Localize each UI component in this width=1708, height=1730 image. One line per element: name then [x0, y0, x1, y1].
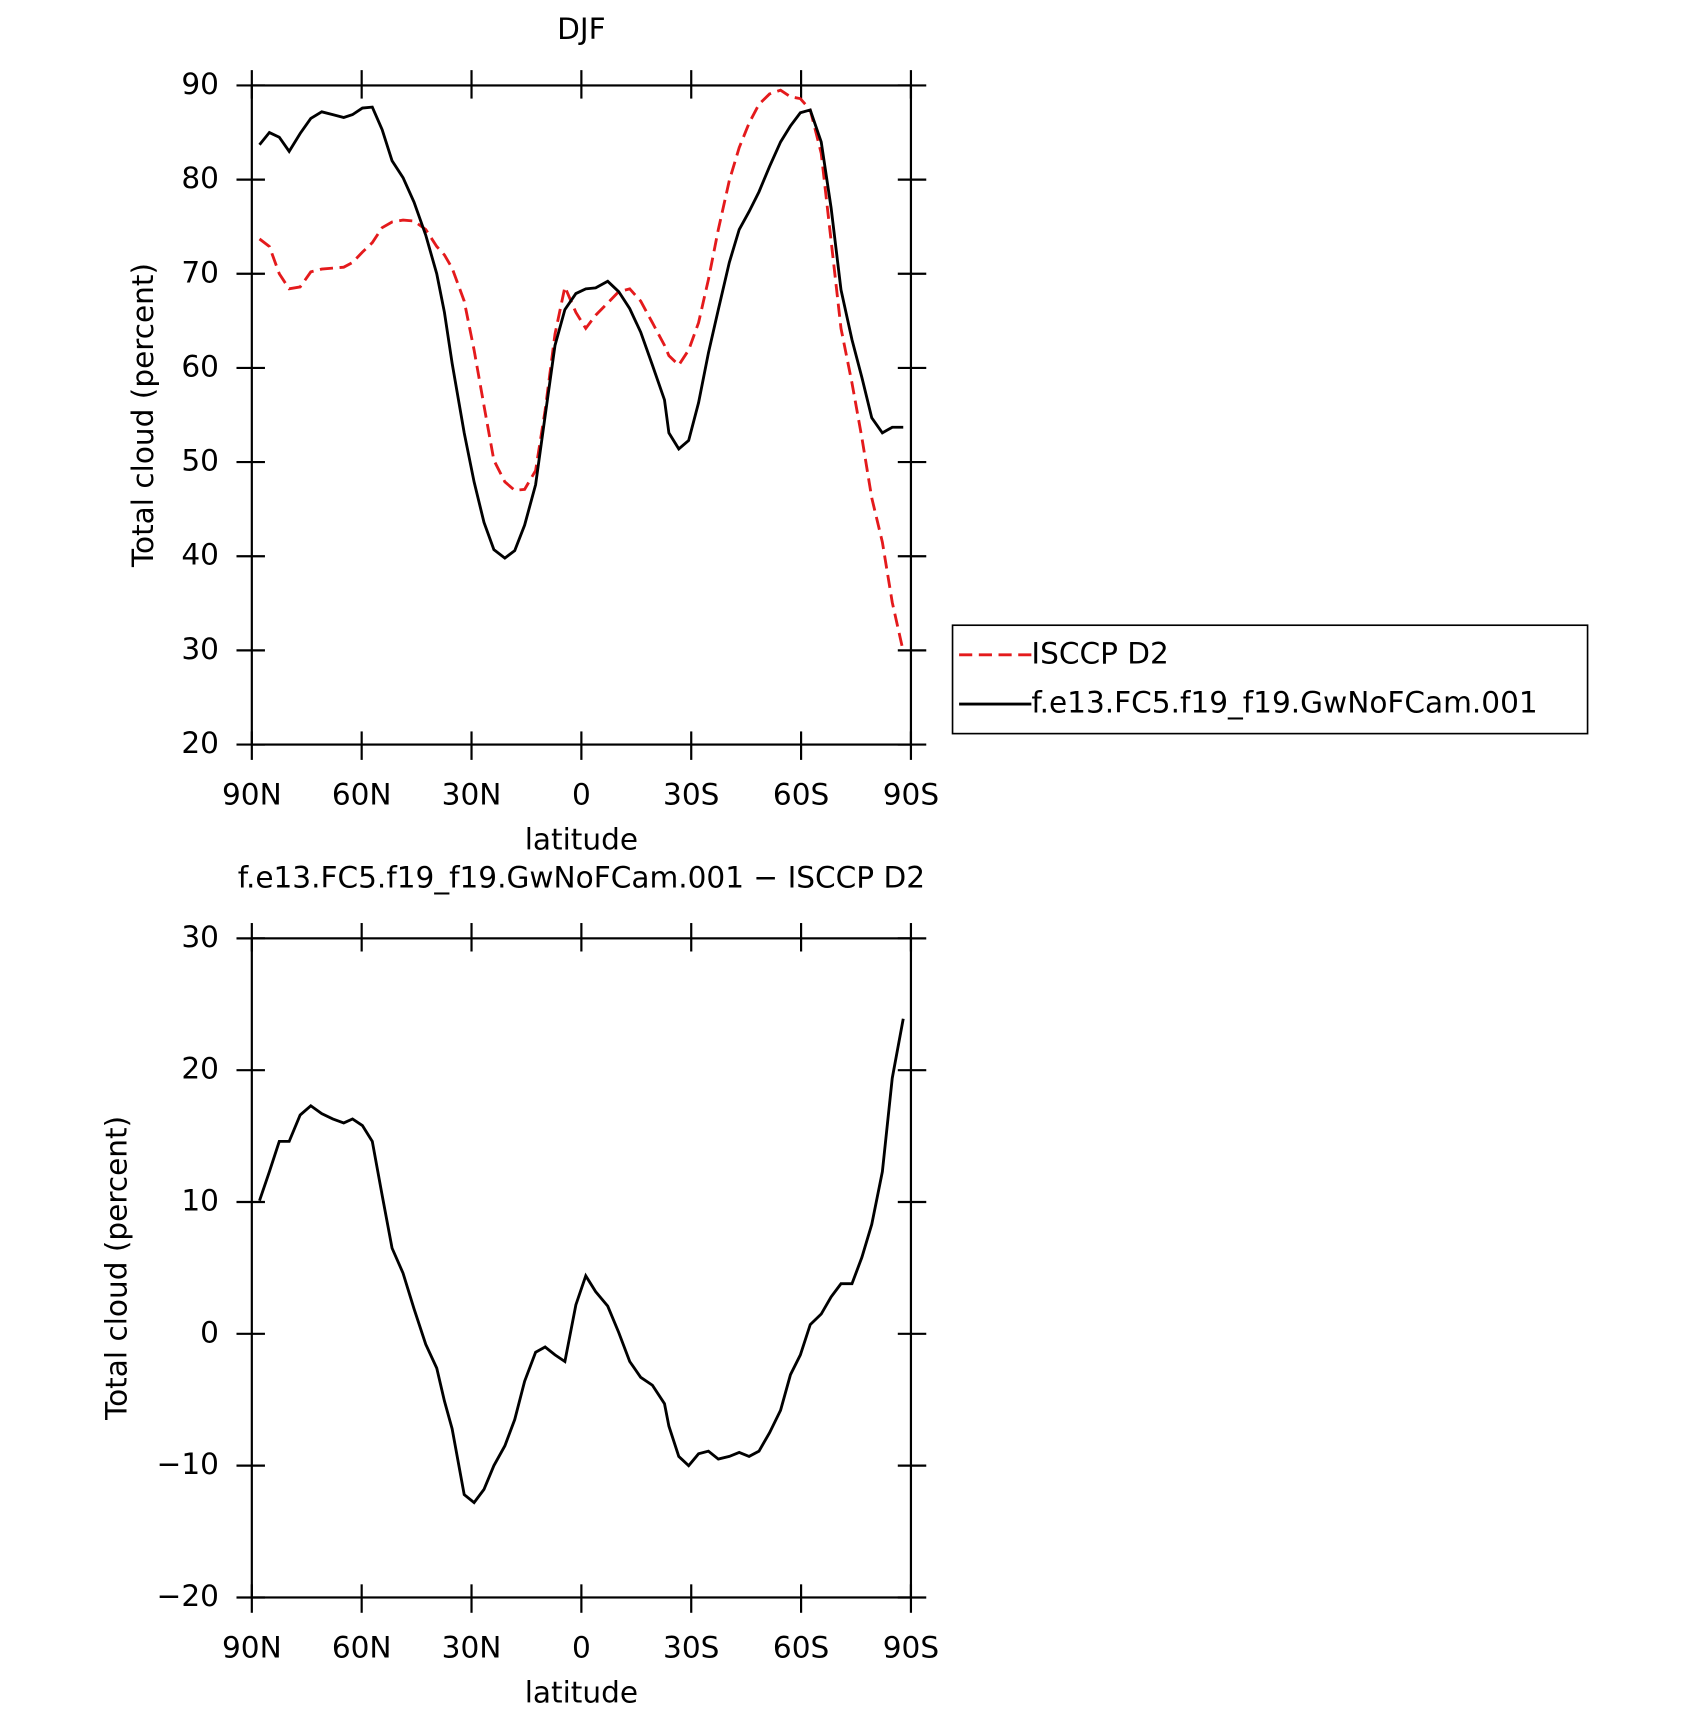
x-tick-label: 60N — [332, 778, 392, 812]
legend-label: f.e13.FC5.f19_f19.GwNoFCam.001 — [1031, 686, 1537, 720]
x-tick-label: 60S — [773, 1630, 829, 1664]
y-axis-label: Total cloud (percent) — [126, 263, 160, 568]
y-tick-label: 20 — [181, 1052, 219, 1086]
x-tick-label: 30S — [663, 778, 719, 812]
y-tick-label: 30 — [181, 632, 219, 666]
x-tick-label: 30N — [442, 778, 502, 812]
y-tick-label: 60 — [181, 349, 219, 383]
y-tick-label: 40 — [181, 538, 219, 572]
data-line — [258, 88, 905, 652]
legend-label: ISCCP D2 — [1031, 636, 1169, 670]
x-tick-label: 30S — [663, 1630, 719, 1664]
y-tick-label: −20 — [157, 1579, 219, 1613]
x-tick-label: 90N — [222, 1630, 282, 1664]
y-tick-label: 80 — [181, 161, 219, 195]
y-tick-label: 0 — [200, 1315, 219, 1349]
x-axis-label: latitude — [525, 822, 638, 856]
data-line — [258, 1018, 905, 1505]
y-tick-label: 70 — [181, 255, 219, 289]
y-tick-label: 50 — [181, 444, 219, 478]
x-tick-label: 90S — [883, 1630, 939, 1664]
y-axis-label: Total cloud (percent) — [100, 1116, 134, 1421]
y-tick-label: 90 — [181, 67, 219, 101]
x-tick-label: 0 — [572, 778, 591, 812]
data-line — [258, 105, 904, 560]
y-tick-label: −10 — [157, 1447, 219, 1481]
x-tick-label: 90N — [222, 778, 282, 812]
x-tick-label: 90S — [883, 778, 939, 812]
x-tick-label: 30N — [442, 1630, 502, 1664]
chart-title: f.e13.FC5.f19_f19.GwNoFCam.001 − ISCCP D… — [238, 861, 925, 895]
y-tick-label: 10 — [181, 1184, 219, 1218]
plot-frame — [250, 84, 913, 746]
legend-box — [951, 624, 1589, 735]
y-tick-label: 20 — [181, 726, 219, 760]
x-axis-label: latitude — [525, 1675, 638, 1709]
x-tick-label: 60N — [332, 1630, 392, 1664]
plot-frame — [250, 937, 913, 1599]
x-tick-label: 60S — [773, 778, 829, 812]
y-tick-label: 30 — [181, 920, 219, 954]
x-tick-label: 0 — [572, 1630, 591, 1664]
chart-title: DJF — [557, 12, 605, 46]
